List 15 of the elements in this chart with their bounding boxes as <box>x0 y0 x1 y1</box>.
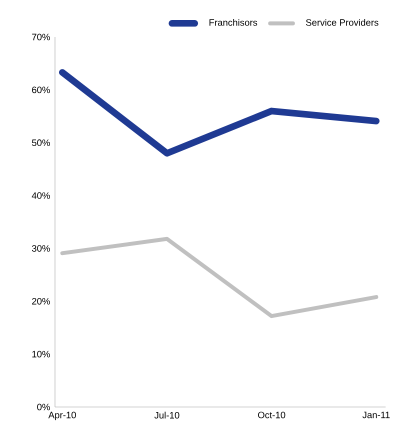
x-tick-label: Jul-10 <box>154 412 180 419</box>
line-series <box>60 236 378 318</box>
y-tick-label: 40% <box>32 192 50 199</box>
y-tick-label: 70% <box>32 34 50 40</box>
y-tick-label: 20% <box>32 298 50 305</box>
y-tick-label: 30% <box>32 245 50 252</box>
legend-label: Service Providers <box>306 18 378 26</box>
y-tick-label: 0% <box>37 404 50 410</box>
x-tick-label: Apr-10 <box>48 412 76 420</box>
x-tick-label: Jan-11 <box>362 412 390 418</box>
y-tick-label: 60% <box>32 86 50 94</box>
x-tick-label: Oct-10 <box>258 412 286 418</box>
legend-label: Franchisors <box>210 18 258 26</box>
y-tick-label: 10% <box>32 350 50 358</box>
y-tick-label: 50% <box>32 139 50 146</box>
